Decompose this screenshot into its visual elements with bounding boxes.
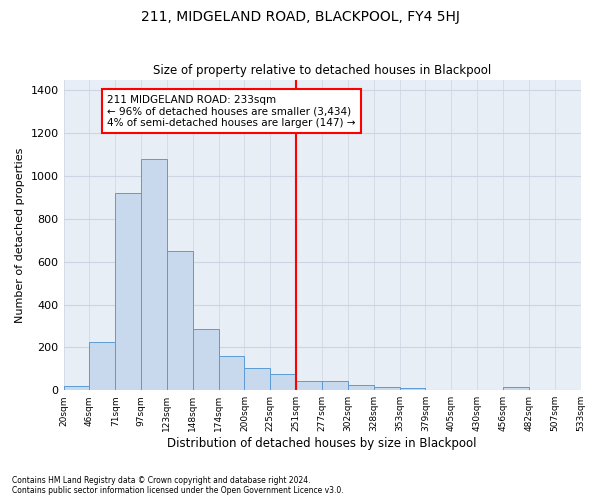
Text: Contains HM Land Registry data © Crown copyright and database right 2024.
Contai: Contains HM Land Registry data © Crown c…	[12, 476, 344, 495]
Y-axis label: Number of detached properties: Number of detached properties	[15, 147, 25, 322]
Bar	[348, 385, 374, 390]
Text: 211 MIDGELAND ROAD: 233sqm
← 96% of detached houses are smaller (3,434)
4% of se: 211 MIDGELAND ROAD: 233sqm ← 96% of deta…	[107, 94, 356, 128]
Bar	[400, 388, 425, 390]
X-axis label: Distribution of detached houses by size in Blackpool: Distribution of detached houses by size …	[167, 437, 477, 450]
Bar	[374, 387, 400, 390]
Bar	[271, 374, 296, 390]
Bar	[503, 387, 529, 390]
Text: 211, MIDGELAND ROAD, BLACKPOOL, FY4 5HJ: 211, MIDGELAND ROAD, BLACKPOOL, FY4 5HJ	[140, 10, 460, 24]
Bar	[167, 251, 193, 390]
Bar	[296, 380, 322, 390]
Bar	[193, 329, 218, 390]
Bar	[218, 356, 244, 390]
Bar	[141, 159, 167, 390]
Bar	[244, 368, 271, 390]
Title: Size of property relative to detached houses in Blackpool: Size of property relative to detached ho…	[153, 64, 491, 77]
Bar	[322, 380, 348, 390]
Bar	[64, 386, 89, 390]
Bar	[89, 342, 115, 390]
Bar	[115, 193, 141, 390]
